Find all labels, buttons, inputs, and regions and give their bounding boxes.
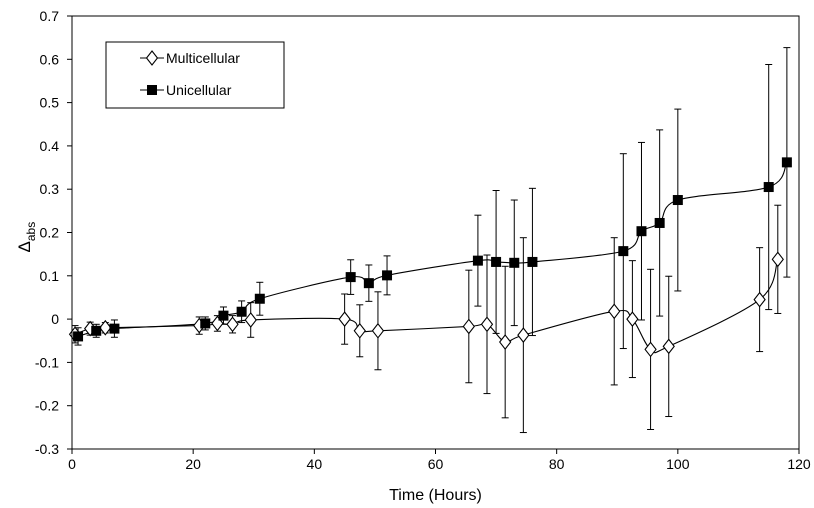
data-point-multicellular [338,311,351,327]
data-point-unicellular [636,226,647,237]
data-point-multicellular [226,316,239,333]
y-tick-label: -0.2 [35,398,59,414]
data-point-unicellular [363,278,374,289]
legend-box [105,41,285,109]
x-tick-label: 120 [787,456,811,472]
x-axis-ticks: 0 20 40 60 80 100 120 [68,449,811,472]
series-line-unicellular [77,162,788,337]
x-tick-label: 0 [68,456,76,472]
x-tick-label: 80 [549,456,565,472]
legend-marker [145,50,159,66]
y-tick-label: 0.7 [40,8,60,24]
data-point-unicellular [218,310,229,321]
data-point-unicellular [345,272,356,283]
x-tick-label: 100 [666,456,690,472]
legend-label: Unicellular [166,82,232,98]
y-tick-label: 0.1 [40,268,60,284]
data-point-unicellular [254,293,265,304]
data-point-multicellular [244,312,257,328]
data-point-unicellular [781,157,792,168]
data-point-unicellular [618,246,629,257]
legend-marker [147,85,157,95]
y-tick-label: -0.3 [35,441,59,457]
data-point-unicellular [491,256,502,267]
y-axis-ticks: -0.3 -0.2 -0.1 0 0.1 0.2 0.3 0.4 0.5 0.6 0.7 [35,8,72,457]
legend-item-multicellular: Multicellular [140,50,240,66]
data-point-unicellular [200,318,211,329]
y-tick-label: -0.1 [35,354,59,370]
legend: Multicellular Unicellular [105,41,285,109]
data-point-unicellular [382,270,393,281]
data-point-multicellular [662,338,675,355]
x-tick-label: 40 [307,456,323,472]
data-point-multicellular [99,319,112,336]
data-point-unicellular [472,255,483,266]
data-point-unicellular [91,325,102,336]
data-point-unicellular [236,306,247,317]
y-tick-label: 0.2 [40,225,60,241]
data-point-multicellular [626,311,639,327]
data-point-unicellular [527,256,538,267]
y-axis-label-main: Δ [15,241,34,252]
x-tick-label: 20 [185,456,201,472]
data-point-multicellular [771,251,784,268]
data-point-unicellular [763,182,774,193]
data-point-unicellular [109,323,120,334]
data-point-multicellular [353,322,366,339]
data-point-multicellular [480,316,494,333]
y-tick-label: 0 [51,311,59,327]
data-point-unicellular [73,331,84,342]
data-point-multicellular [644,341,657,358]
data-point-multicellular [211,315,224,332]
data-point-multicellular [608,303,621,320]
y-tick-label: 0.3 [40,181,60,197]
y-tick-label: 0.4 [40,138,60,154]
data-point-unicellular [672,195,683,206]
y-tick-label: 0.6 [40,51,60,67]
marker-layer [68,157,792,358]
data-point-multicellular [462,318,475,335]
data-point-multicellular [371,322,385,339]
data-point-multicellular [517,327,530,344]
x-tick-label: 60 [428,456,444,472]
data-point-unicellular [509,257,520,268]
series-curve-layer [74,162,788,354]
x-axis-label: Time (Hours) [389,487,482,504]
y-axis-label: Δabs [15,222,38,253]
data-point-multicellular [499,334,512,350]
data-point-multicellular [753,291,766,308]
data-point-unicellular [654,217,665,228]
legend-item-unicellular: Unicellular [140,82,232,98]
legend-label: Multicellular [166,50,240,66]
y-axis-label-subscript: abs [24,222,38,241]
y-tick-label: 0.5 [40,95,60,111]
series-line-multicellular [74,259,779,354]
